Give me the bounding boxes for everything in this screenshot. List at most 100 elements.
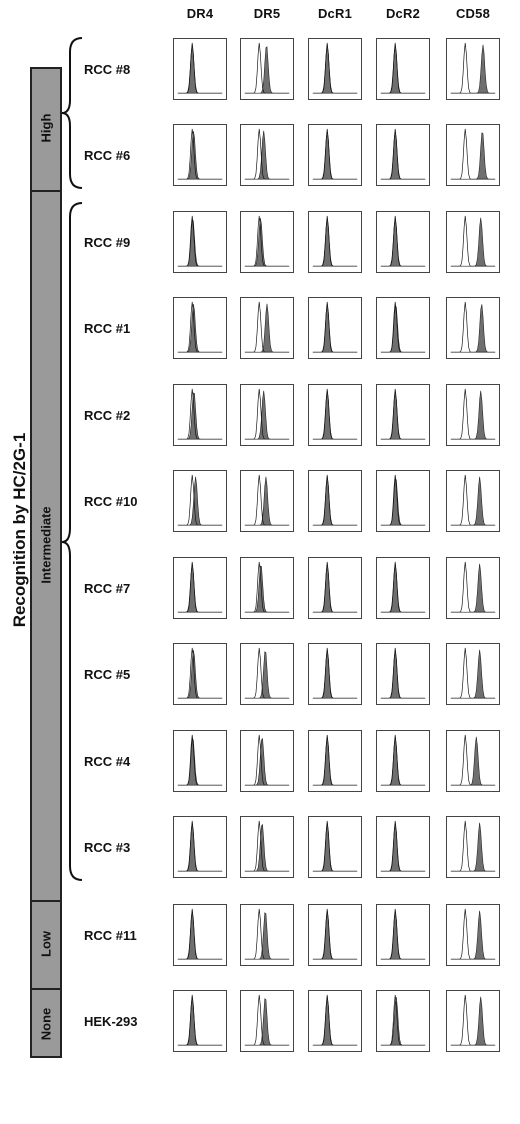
control-histogram (177, 561, 223, 613)
control-histogram (450, 908, 496, 960)
control-histogram (450, 301, 496, 353)
histogram-rcc-1-dcr1 (308, 297, 362, 359)
control-histogram (177, 388, 223, 440)
row-label-rcc-1: RCC #1 (84, 321, 131, 336)
control-histogram (380, 994, 426, 1046)
column-header-dcr1: DcR1 (317, 6, 353, 21)
histogram-hek-293-cd58 (446, 990, 500, 1052)
stained-histogram (450, 390, 496, 440)
control-histogram (312, 388, 358, 440)
histogram-hek-293-dcr2 (376, 990, 430, 1052)
stained-histogram (380, 563, 426, 613)
histogram-rcc-2-dr4 (173, 384, 227, 446)
histogram-rcc-7-dr4 (173, 557, 227, 619)
control-histogram (312, 42, 358, 94)
column-header-cd58: CD58 (455, 6, 491, 21)
histogram-rcc-6-dcr2 (376, 124, 430, 186)
stained-histogram (380, 304, 426, 353)
control-histogram (380, 820, 426, 872)
histogram-rcc-3-dcr1 (308, 816, 362, 878)
stained-histogram (450, 736, 496, 786)
row-label-rcc-6: RCC #6 (84, 148, 131, 163)
control-histogram (450, 42, 496, 94)
stained-histogram (177, 563, 223, 613)
control-histogram (177, 42, 223, 94)
stained-histogram (244, 390, 290, 440)
control-histogram (312, 820, 358, 872)
stained-histogram (380, 649, 426, 699)
histogram-rcc-9-dcr1 (308, 211, 362, 273)
control-histogram (380, 908, 426, 960)
control-histogram (380, 301, 426, 353)
histogram-rcc-9-dcr2 (376, 211, 430, 273)
stained-histogram (450, 563, 496, 613)
stained-histogram (450, 649, 496, 699)
figure-side-title: Recognition by HC/2G-1 (10, 432, 29, 628)
histogram-rcc-1-dr5 (240, 297, 294, 359)
control-histogram (244, 908, 290, 960)
stained-histogram (177, 392, 223, 440)
histogram-rcc-5-dcr2 (376, 643, 430, 705)
control-histogram (244, 820, 290, 872)
control-histogram (380, 647, 426, 699)
category-divider-low (30, 988, 62, 990)
stained-histogram (177, 476, 223, 526)
control-histogram (244, 128, 290, 180)
stained-histogram (450, 304, 496, 353)
histogram-rcc-4-dr4 (173, 730, 227, 792)
stained-histogram (380, 130, 426, 180)
stained-histogram (177, 44, 223, 94)
histogram-rcc-10-cd58 (446, 470, 500, 532)
histogram-rcc-6-dr5 (240, 124, 294, 186)
control-histogram (177, 908, 223, 960)
control-histogram (177, 994, 223, 1046)
stained-histogram (312, 476, 358, 526)
stained-histogram (177, 130, 223, 180)
row-label-rcc-3: RCC #3 (84, 840, 131, 855)
control-histogram (380, 734, 426, 786)
row-label-rcc-7: RCC #7 (84, 581, 131, 596)
control-histogram (450, 647, 496, 699)
control-histogram (244, 474, 290, 526)
control-histogram (450, 388, 496, 440)
histogram-rcc-5-dr5 (240, 643, 294, 705)
stained-histogram (312, 736, 358, 786)
stained-histogram (244, 565, 290, 613)
category-label-high: High (38, 113, 54, 143)
histogram-rcc-8-dr4 (173, 38, 227, 100)
histogram-rcc-6-cd58 (446, 124, 500, 186)
histogram-rcc-8-dcr1 (308, 38, 362, 100)
control-histogram (244, 994, 290, 1046)
histogram-rcc-11-dcr1 (308, 904, 362, 966)
stained-histogram (312, 910, 358, 960)
row-label-rcc-11: RCC #11 (84, 928, 137, 943)
control-histogram (244, 215, 290, 267)
control-histogram (450, 215, 496, 267)
control-histogram (244, 734, 290, 786)
recognition-category-bar (30, 67, 62, 1058)
column-header-dr4: DR4 (186, 6, 214, 21)
stained-histogram (380, 44, 426, 94)
histogram-hek-293-dcr1 (308, 990, 362, 1052)
stained-histogram (177, 303, 223, 353)
histogram-rcc-8-dr5 (240, 38, 294, 100)
histogram-rcc-1-cd58 (446, 297, 500, 359)
control-histogram (177, 301, 223, 353)
control-histogram (177, 734, 223, 786)
histogram-rcc-8-dcr2 (376, 38, 430, 100)
control-histogram (177, 128, 223, 180)
control-histogram (312, 474, 358, 526)
histogram-rcc-5-dr4 (173, 643, 227, 705)
row-label-rcc-10: RCC #10 (84, 494, 138, 509)
control-histogram (450, 474, 496, 526)
histogram-rcc-1-dcr2 (376, 297, 430, 359)
stained-histogram (312, 44, 358, 94)
histogram-rcc-9-dr4 (173, 211, 227, 273)
stained-histogram (380, 217, 426, 267)
row-label-rcc-9: RCC #9 (84, 235, 131, 250)
category-label-none: None (38, 1007, 54, 1041)
stained-histogram (244, 912, 290, 960)
stained-histogram (244, 651, 290, 699)
control-histogram (312, 647, 358, 699)
stained-histogram (244, 737, 290, 786)
